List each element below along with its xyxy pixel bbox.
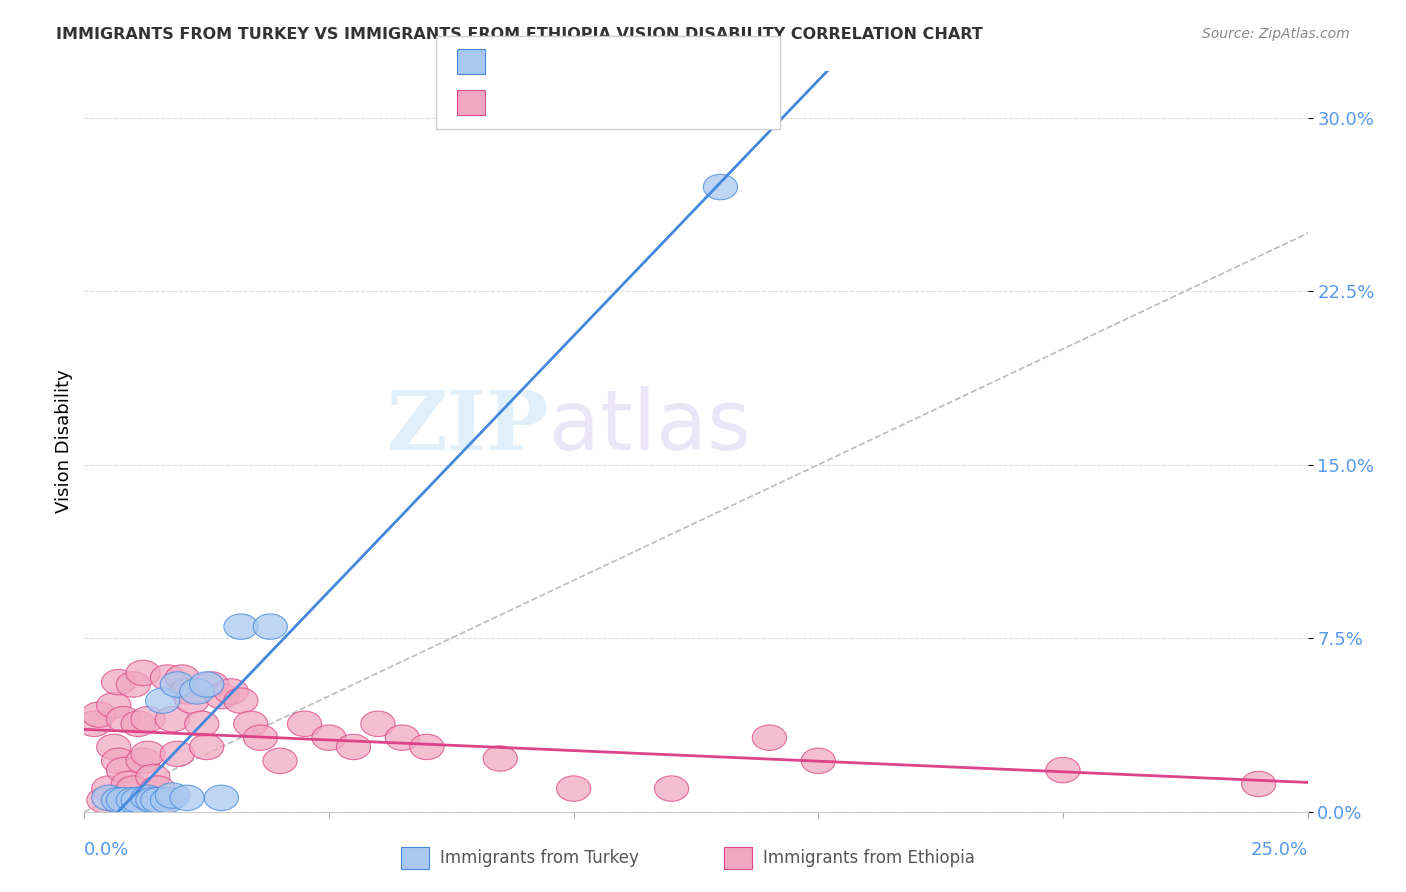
Text: N =: N = (591, 94, 627, 112)
Ellipse shape (224, 614, 259, 640)
Ellipse shape (121, 711, 155, 737)
Ellipse shape (190, 672, 224, 698)
Ellipse shape (204, 683, 239, 709)
Ellipse shape (117, 672, 150, 698)
Ellipse shape (155, 783, 190, 808)
Ellipse shape (557, 776, 591, 801)
Ellipse shape (385, 725, 419, 750)
Ellipse shape (117, 788, 150, 813)
Ellipse shape (107, 706, 141, 732)
Text: Source: ZipAtlas.com: Source: ZipAtlas.com (1202, 27, 1350, 41)
Text: 0.0%: 0.0% (84, 841, 129, 859)
Ellipse shape (233, 711, 269, 737)
Ellipse shape (136, 764, 170, 789)
Ellipse shape (121, 788, 155, 813)
Ellipse shape (752, 725, 786, 750)
Ellipse shape (127, 748, 160, 773)
Ellipse shape (145, 688, 180, 714)
Ellipse shape (214, 679, 249, 704)
Ellipse shape (180, 679, 214, 704)
Ellipse shape (336, 734, 371, 760)
Text: N =: N = (591, 53, 627, 70)
Ellipse shape (91, 785, 127, 811)
Ellipse shape (1046, 757, 1080, 783)
Ellipse shape (361, 711, 395, 737)
Ellipse shape (190, 734, 224, 760)
Text: 25.0%: 25.0% (1250, 841, 1308, 859)
Ellipse shape (145, 788, 180, 813)
Text: atlas: atlas (550, 386, 751, 467)
Ellipse shape (160, 672, 194, 698)
Ellipse shape (243, 725, 277, 750)
Text: IMMIGRANTS FROM TURKEY VS IMMIGRANTS FROM ETHIOPIA VISION DISABILITY CORRELATION: IMMIGRANTS FROM TURKEY VS IMMIGRANTS FRO… (56, 27, 983, 42)
Ellipse shape (184, 711, 219, 737)
Text: 49: 49 (626, 94, 650, 112)
Ellipse shape (77, 711, 111, 737)
Ellipse shape (101, 788, 136, 813)
Ellipse shape (204, 785, 239, 811)
Ellipse shape (82, 702, 117, 727)
Text: 19: 19 (626, 53, 648, 70)
Y-axis label: Vision Disability: Vision Disability (55, 369, 73, 514)
Ellipse shape (97, 734, 131, 760)
Text: Immigrants from Turkey: Immigrants from Turkey (440, 849, 638, 867)
Ellipse shape (484, 746, 517, 772)
Ellipse shape (127, 660, 160, 686)
Text: Immigrants from Ethiopia: Immigrants from Ethiopia (763, 849, 976, 867)
Ellipse shape (150, 788, 184, 813)
Ellipse shape (91, 776, 127, 801)
Ellipse shape (117, 776, 150, 801)
Ellipse shape (97, 692, 131, 718)
Ellipse shape (136, 788, 170, 813)
Ellipse shape (263, 748, 297, 773)
Ellipse shape (87, 788, 121, 813)
Ellipse shape (174, 688, 209, 714)
Ellipse shape (170, 785, 204, 811)
Ellipse shape (287, 711, 322, 737)
Ellipse shape (194, 672, 229, 698)
Ellipse shape (141, 788, 174, 813)
Ellipse shape (654, 776, 689, 801)
Ellipse shape (160, 741, 194, 766)
Ellipse shape (131, 706, 165, 732)
Text: -0.260: -0.260 (530, 94, 589, 112)
Ellipse shape (101, 669, 136, 695)
Text: R =: R = (495, 94, 531, 112)
Ellipse shape (1241, 772, 1275, 797)
Ellipse shape (107, 788, 141, 813)
Ellipse shape (253, 614, 287, 640)
Ellipse shape (155, 706, 190, 732)
Ellipse shape (170, 679, 204, 704)
Ellipse shape (131, 741, 165, 766)
Ellipse shape (409, 734, 444, 760)
Ellipse shape (703, 174, 738, 200)
Ellipse shape (150, 665, 184, 690)
Text: R =: R = (495, 53, 531, 70)
Ellipse shape (131, 785, 165, 811)
Ellipse shape (165, 665, 200, 690)
Ellipse shape (801, 748, 835, 773)
Ellipse shape (312, 725, 346, 750)
Text: 0.608: 0.608 (530, 53, 582, 70)
Ellipse shape (224, 688, 259, 714)
Ellipse shape (107, 757, 141, 783)
Ellipse shape (141, 776, 174, 801)
Text: ZIP: ZIP (387, 387, 550, 467)
Ellipse shape (101, 748, 136, 773)
Ellipse shape (111, 772, 146, 797)
